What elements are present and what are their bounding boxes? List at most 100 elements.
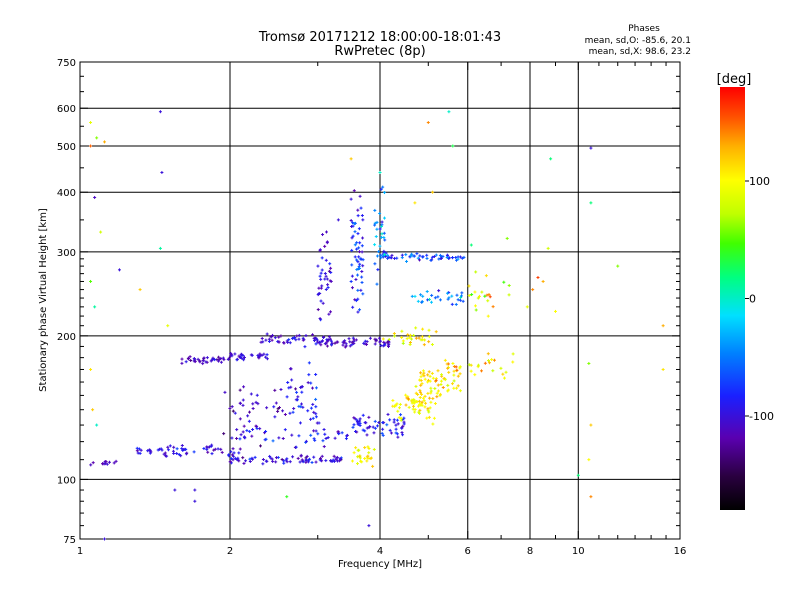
data-point	[296, 456, 300, 460]
data-point	[166, 445, 170, 449]
data-point	[452, 379, 456, 383]
data-point	[454, 365, 458, 369]
data-point	[136, 451, 140, 455]
data-point	[400, 336, 404, 340]
data-point	[553, 309, 557, 313]
data-point	[327, 269, 331, 273]
data-point	[314, 405, 318, 409]
data-point	[304, 334, 308, 338]
data-point	[377, 250, 381, 254]
data-point	[385, 340, 389, 344]
data-point	[312, 339, 316, 343]
data-point	[536, 276, 540, 280]
data-point	[290, 378, 294, 382]
data-point	[373, 243, 377, 247]
data-point	[358, 419, 362, 423]
data-point	[311, 416, 315, 420]
y-tick-labels: 75 100 200 300 400 500 600 750	[57, 58, 76, 546]
data-point	[279, 388, 283, 392]
data-point	[219, 356, 223, 360]
data-point	[357, 255, 361, 259]
colorbar-title: [deg]	[717, 72, 752, 87]
data-point	[414, 326, 418, 330]
data-point	[348, 344, 352, 348]
data-point	[292, 407, 296, 411]
data-point	[456, 374, 460, 378]
data-point	[422, 399, 426, 403]
data-point	[377, 421, 381, 425]
data-point	[262, 352, 266, 356]
data-point	[427, 328, 431, 332]
data-point	[383, 238, 387, 242]
data-point	[358, 266, 362, 270]
data-point	[462, 255, 466, 259]
data-point	[232, 451, 236, 455]
data-point	[356, 214, 360, 218]
data-point	[235, 428, 239, 432]
data-point	[418, 258, 422, 262]
data-point	[281, 437, 285, 441]
data-point	[324, 436, 328, 440]
data-point	[371, 464, 375, 468]
data-point	[406, 333, 410, 337]
data-point	[186, 356, 190, 360]
data-point	[402, 422, 406, 426]
data-point	[210, 443, 214, 447]
data-point	[488, 295, 492, 299]
data-point	[322, 335, 326, 339]
data-point	[318, 456, 322, 460]
data-point	[404, 393, 408, 397]
data-point	[352, 451, 356, 455]
data-point	[354, 299, 358, 303]
data-point	[361, 264, 365, 268]
data-point	[101, 462, 105, 466]
data-point	[358, 417, 362, 421]
data-point	[382, 231, 386, 235]
data-point	[356, 232, 360, 236]
data-point	[356, 420, 360, 424]
data-point	[313, 438, 317, 442]
data-point	[237, 459, 241, 463]
data-point	[425, 290, 429, 294]
data-point	[229, 351, 233, 355]
data-point	[525, 305, 529, 309]
data-point	[380, 232, 384, 236]
data-point	[238, 401, 242, 405]
data-point	[359, 459, 363, 463]
data-point	[201, 359, 205, 363]
data-point	[260, 336, 264, 340]
data-point	[325, 230, 329, 234]
data-point	[301, 459, 305, 463]
data-point	[269, 335, 273, 339]
data-point	[491, 369, 495, 373]
data-point	[180, 357, 184, 361]
data-point	[458, 255, 462, 259]
data-point	[166, 448, 170, 452]
data-point	[419, 371, 423, 375]
data-point	[357, 250, 361, 254]
data-point	[211, 357, 215, 361]
data-point	[416, 256, 420, 260]
data-point	[441, 254, 445, 258]
data-point	[324, 258, 328, 262]
data-point	[376, 268, 380, 272]
data-point	[280, 457, 284, 461]
data-point	[451, 144, 455, 148]
data-point	[173, 488, 177, 492]
data-point	[336, 430, 340, 434]
data-point	[418, 402, 422, 406]
data-point	[413, 294, 417, 298]
data-point	[375, 220, 379, 224]
data-point	[511, 352, 515, 356]
data-point	[426, 391, 430, 395]
data-point	[297, 333, 301, 337]
data-point	[350, 236, 354, 240]
data-point	[436, 295, 440, 299]
data-point	[425, 253, 429, 257]
data-point	[381, 421, 385, 425]
data-point	[206, 450, 210, 454]
data-point	[363, 429, 367, 433]
data-point	[314, 415, 318, 419]
data-point	[318, 317, 322, 321]
data-point	[375, 424, 379, 428]
